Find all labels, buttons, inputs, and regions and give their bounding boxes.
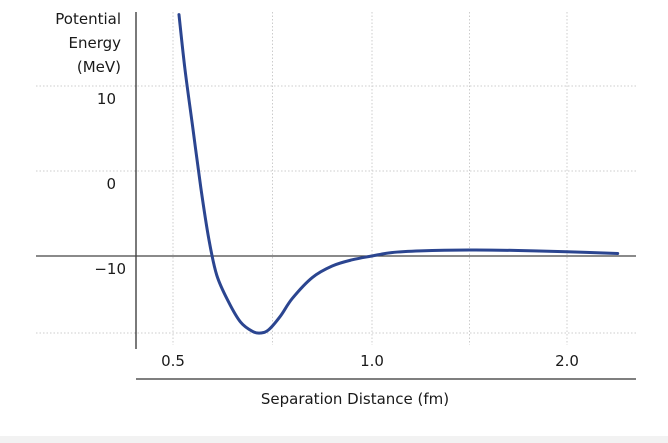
y-tick-label: −10: [94, 260, 126, 278]
y-tick-label: 10: [97, 90, 116, 108]
y-axis-label-line: (MeV): [77, 58, 121, 76]
x-tick-label: 1.0: [360, 352, 384, 370]
x-axis-label: Separation Distance (fm): [261, 390, 449, 408]
y-tick-label: 0: [106, 175, 116, 193]
y-axis-label: Potential Energy (MeV): [55, 10, 121, 76]
series-line: [177, 13, 620, 335]
bottom-band: [0, 436, 668, 443]
x-tick-label: 2.0: [555, 352, 579, 370]
y-axis-label-line: Energy: [68, 34, 121, 52]
x-tick-label: 0.5: [161, 352, 185, 370]
y-axis-label-line: Potential: [55, 10, 121, 28]
